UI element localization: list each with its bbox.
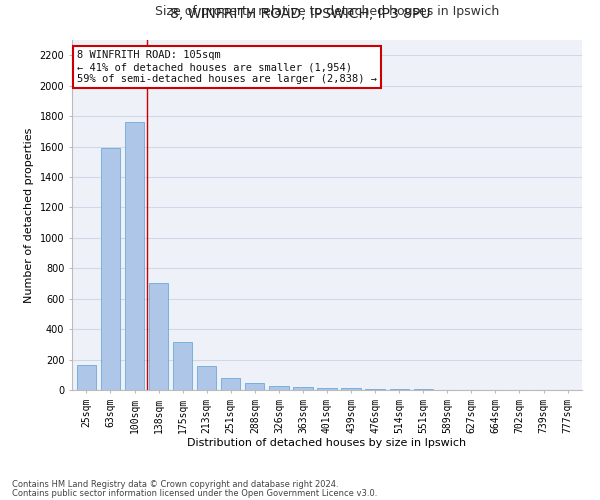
Title: Size of property relative to detached houses in Ipswich: Size of property relative to detached ho… [155, 5, 499, 18]
Bar [149, 284, 168, 390]
Text: Contains public sector information licensed under the Open Government Licence v3: Contains public sector information licen… [12, 488, 377, 498]
Bar [365, 389, 385, 390]
Bar [221, 378, 241, 390]
Bar [389, 389, 409, 390]
Bar [317, 388, 337, 390]
Bar [125, 122, 144, 390]
Bar [341, 388, 361, 390]
Text: 8, WINFRITH ROAD, IPSWICH, IP3 8PU: 8, WINFRITH ROAD, IPSWICH, IP3 8PU [170, 8, 430, 22]
Bar [245, 383, 265, 390]
Bar [101, 148, 120, 390]
X-axis label: Distribution of detached houses by size in Ipswich: Distribution of detached houses by size … [187, 438, 467, 448]
Bar [173, 342, 192, 390]
Bar [197, 366, 217, 390]
Y-axis label: Number of detached properties: Number of detached properties [24, 128, 34, 302]
Text: 8 WINFRITH ROAD: 105sqm
← 41% of detached houses are smaller (1,954)
59% of semi: 8 WINFRITH ROAD: 105sqm ← 41% of detache… [77, 50, 377, 84]
Text: Contains HM Land Registry data © Crown copyright and database right 2024.: Contains HM Land Registry data © Crown c… [12, 480, 338, 489]
Bar [77, 365, 96, 390]
Bar [293, 387, 313, 390]
Bar [269, 386, 289, 390]
